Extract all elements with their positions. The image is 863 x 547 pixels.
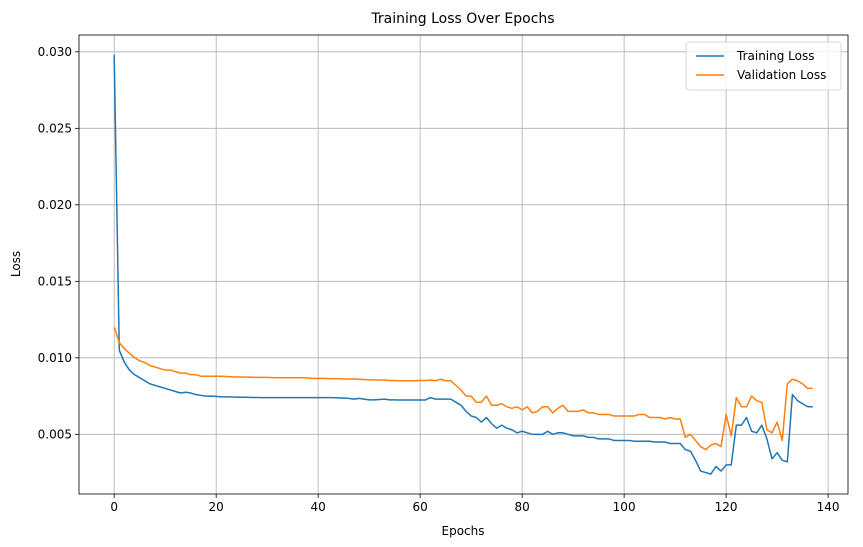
legend-label-validation: Validation Loss: [737, 68, 826, 82]
y-tick-label: 0.010: [38, 351, 72, 365]
tick-layer: 0 20 40 60 80 100 120 140 0.005 0.010 0.015 0.020 0.…: [38, 45, 840, 514]
x-tick-label: 140: [817, 500, 840, 514]
legend-label-training: Training Loss: [736, 49, 814, 63]
legend-box: [685, 41, 842, 91]
chart-title: Training Loss Over Epochs: [370, 11, 554, 27]
plot-frame: [78, 34, 849, 495]
legend: Training Loss Validation Loss: [685, 41, 842, 91]
x-tick-label: 40: [311, 500, 326, 514]
series-layer: [113, 54, 813, 475]
x-axis-label: Epochs: [442, 524, 485, 538]
x-tick-label: 60: [413, 500, 428, 514]
y-tick-label: 0.015: [38, 274, 72, 288]
y-axis-label: Loss: [9, 251, 23, 277]
x-tick-label: 80: [515, 500, 530, 514]
y-tick-label: 0.020: [38, 198, 72, 212]
x-tick-label: 0: [110, 500, 118, 514]
validation-loss-line: [113, 326, 813, 451]
y-tick-label: 0.005: [38, 427, 72, 441]
y-tick-label: 0.030: [38, 45, 72, 59]
x-tick-label: 120: [715, 500, 738, 514]
x-tick-label: 20: [209, 500, 224, 514]
x-tick-label: 100: [613, 500, 636, 514]
y-tick-label: 0.025: [38, 121, 72, 135]
training-loss-line: [113, 54, 813, 475]
